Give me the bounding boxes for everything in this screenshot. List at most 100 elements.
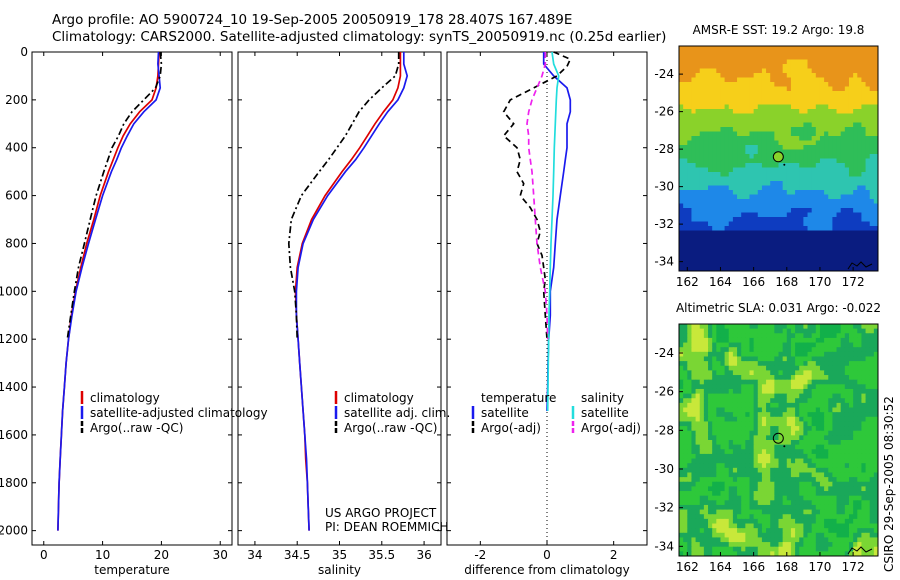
heatmap-cell — [824, 486, 829, 492]
heatmap-cell — [683, 384, 688, 390]
heatmap-cell — [679, 266, 684, 271]
heatmap-cell — [737, 518, 742, 525]
heatmap-cell — [745, 73, 751, 79]
heatmap-cell — [691, 55, 697, 61]
y-tick-label: 400 — [5, 141, 28, 155]
heatmap-cell — [828, 217, 833, 223]
heatmap-cell — [824, 467, 829, 474]
heatmap-cell — [687, 248, 693, 254]
heatmap-cell — [832, 145, 838, 151]
heatmap-cell — [770, 361, 775, 367]
heatmap-cell — [708, 149, 713, 155]
heatmap-cell — [844, 351, 850, 358]
heatmap-cell — [844, 398, 850, 404]
heatmap-cell — [770, 104, 775, 110]
heatmap-cell — [786, 167, 792, 173]
heatmap-cell — [857, 181, 863, 187]
heatmap-cell — [795, 221, 800, 227]
heatmap-cell — [708, 221, 713, 227]
heatmap-cell — [749, 342, 755, 348]
heatmap-cell — [770, 172, 775, 178]
heatmap-cell — [786, 444, 792, 450]
heatmap-cell — [687, 509, 693, 515]
heatmap-cell — [683, 86, 688, 92]
heatmap-cell — [757, 509, 763, 515]
heatmap-cell — [679, 365, 684, 371]
heatmap-cell — [824, 262, 829, 268]
heatmap-cell — [766, 463, 771, 469]
heatmap-cell — [815, 122, 821, 128]
heatmap-cell — [741, 118, 746, 124]
heatmap-cell — [703, 551, 709, 556]
heatmap-cell — [749, 356, 755, 362]
heatmap-cell — [741, 239, 746, 245]
heatmap-cell — [695, 532, 701, 539]
heatmap-cell — [795, 523, 800, 529]
heatmap-cell — [853, 244, 858, 250]
heatmap-cell — [828, 375, 833, 381]
heatmap-cell — [720, 199, 726, 205]
heatmap-cell — [782, 546, 788, 552]
heatmap-cell — [766, 212, 771, 218]
heatmap-cell — [745, 208, 751, 214]
heatmap-cell — [853, 190, 858, 196]
heatmap-cell — [848, 190, 854, 196]
heatmap-cell — [815, 181, 821, 187]
heatmap-cell — [699, 342, 705, 348]
heatmap-cell — [741, 375, 746, 381]
heatmap-cell — [815, 361, 821, 367]
heatmap-cell — [790, 444, 796, 450]
heatmap-cell — [828, 167, 833, 173]
heatmap-cell — [699, 421, 705, 427]
heatmap-cell — [836, 402, 842, 409]
heatmap-cell — [824, 136, 829, 142]
heatmap-cell — [803, 477, 809, 483]
heatmap-cell — [790, 328, 796, 334]
heatmap-cell — [869, 149, 875, 155]
heatmap-cell — [683, 91, 688, 97]
heatmap-cell — [753, 467, 759, 474]
heatmap-cell — [836, 379, 842, 385]
heatmap-cell — [757, 181, 763, 187]
heatmap-cell — [691, 393, 697, 399]
series-line-0 — [57, 51, 160, 531]
heatmap-cell — [732, 194, 738, 200]
heatmap-cell — [695, 379, 701, 385]
heatmap-cell — [749, 384, 755, 390]
heatmap-cell — [786, 351, 792, 358]
heatmap-cell — [753, 248, 759, 254]
heatmap-cell — [861, 122, 867, 128]
heatmap-cell — [720, 212, 726, 218]
heatmap-cell — [778, 463, 784, 469]
heatmap-cell — [782, 55, 788, 61]
heatmap-cell — [716, 194, 722, 200]
heatmap-cell — [695, 375, 701, 381]
heatmap-cell — [861, 77, 867, 83]
heatmap-cell — [732, 212, 738, 218]
heatmap-cell — [836, 453, 842, 460]
heatmap-cell — [799, 384, 804, 390]
heatmap-cell — [753, 167, 759, 173]
heatmap-cell — [753, 109, 759, 115]
heatmap-cell — [815, 412, 821, 418]
heatmap-cell — [724, 500, 730, 506]
heatmap-cell — [745, 122, 751, 128]
heatmap-cell — [786, 398, 792, 404]
heatmap-cell — [844, 86, 850, 92]
heatmap-cell — [737, 68, 742, 74]
heatmap-cell — [716, 370, 722, 376]
heatmap-cell — [811, 172, 817, 178]
heatmap-cell — [695, 472, 701, 478]
heatmap-cell — [695, 486, 701, 492]
heatmap-cell — [695, 356, 701, 362]
heatmap-cell — [720, 412, 726, 418]
heatmap-cell — [691, 59, 697, 65]
heatmap-cell — [840, 542, 846, 548]
heatmap-cell — [712, 449, 717, 455]
heatmap-cell — [861, 426, 867, 432]
heatmap-cell — [807, 266, 813, 271]
heatmap-cell — [861, 398, 867, 404]
heatmap-cell — [790, 248, 796, 254]
heatmap-cell — [728, 514, 734, 520]
